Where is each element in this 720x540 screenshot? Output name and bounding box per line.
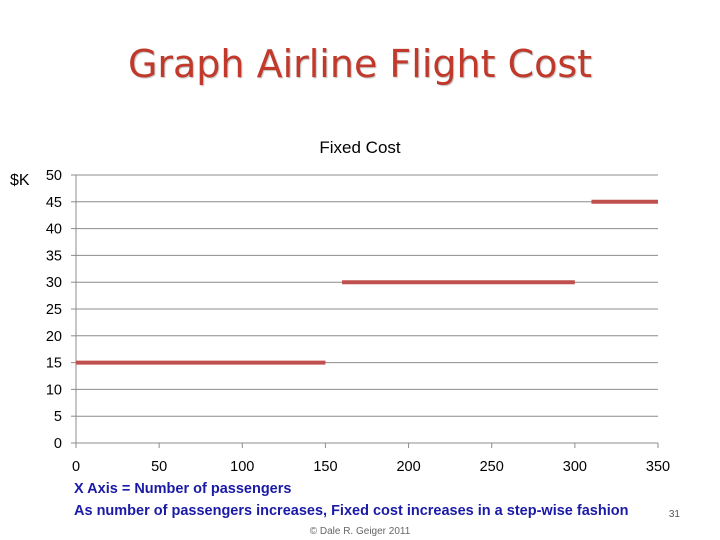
x-tick-label: 200	[396, 459, 420, 475]
slide-number: 31	[668, 509, 680, 520]
chart-area: Fixed Cost 0 5 10 15 20 25 30 35 40 45 50 0 50 100 150 2…	[0, 120, 720, 490]
y-tick-label: 5	[54, 409, 62, 425]
y-tick-label: 0	[54, 436, 62, 452]
x-tick-label: 0	[72, 459, 80, 475]
y-tick-label: 15	[46, 356, 62, 372]
y-tick-label: 40	[46, 222, 62, 238]
y-axis-label: $K	[10, 172, 30, 189]
y-tick-label: 30	[46, 275, 62, 291]
x-tick-label: 300	[563, 459, 587, 475]
y-tick-label: 10	[46, 382, 62, 398]
explanation-note: As number of passengers increases, Fixed…	[74, 503, 629, 519]
y-tick-label: 25	[46, 302, 62, 318]
x-axis-note: X Axis = Number of passengers	[74, 481, 292, 497]
x-tick-label: 350	[646, 459, 670, 475]
chart-title: Fixed Cost	[319, 138, 401, 157]
slide-title: Graph Airline Flight Cost	[127, 42, 593, 86]
copyright-text: © Dale R. Geiger 2011	[309, 526, 411, 537]
fixed-cost-chart: Fixed Cost 0 5 10 15 20 25 30 35 40 45 50 0 50 100 150 2…	[10, 138, 670, 475]
x-tick-label: 150	[313, 459, 337, 475]
x-tick-label: 100	[230, 459, 254, 475]
x-tick-label: 250	[480, 459, 504, 475]
y-tick-label: 35	[46, 248, 62, 264]
y-tick-label: 50	[46, 168, 62, 184]
y-tick-label: 20	[46, 329, 62, 345]
x-tick-label: 50	[151, 459, 167, 475]
y-tick-label: 45	[46, 195, 62, 211]
